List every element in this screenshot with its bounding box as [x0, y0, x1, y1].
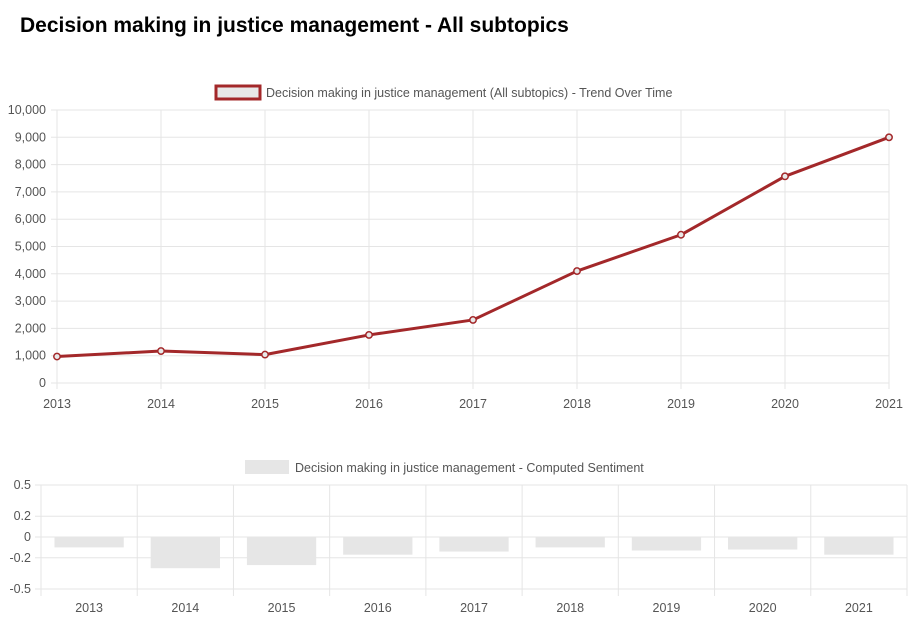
sentiment-bar[interactable] [535, 537, 605, 548]
sentiment-y-tick-label: 0 [24, 530, 31, 544]
trend-x-tick-label: 2015 [251, 397, 279, 411]
trend-data-point[interactable] [885, 133, 893, 142]
sentiment-x-tick-label: 2021 [845, 601, 873, 615]
sentiment-y-tick-label: 0.5 [14, 478, 31, 492]
trend-x-tick-label: 2013 [43, 397, 71, 411]
trend-x-tick-label: 2014 [147, 397, 175, 411]
trend-x-tick-label: 2017 [459, 397, 487, 411]
sentiment-x-tick-label: 2016 [364, 601, 392, 615]
sentiment-bar[interactable] [824, 537, 894, 555]
trend-y-tick-label: 0 [39, 376, 46, 390]
trend-data-point[interactable] [157, 347, 165, 356]
trend-data-point[interactable] [365, 331, 373, 339]
sentiment-bar[interactable] [439, 537, 509, 552]
sentiment-y-axis: 0.5 0.2 0 -0.2 -0.5 [9, 478, 31, 596]
trend-chart: Decision making in justice management (A… [8, 84, 903, 411]
trend-y-tick-label: 6,000 [15, 212, 46, 226]
trend-y-tick-label: 8,000 [15, 158, 46, 172]
trend-data-point[interactable] [573, 267, 581, 276]
trend-y-tick-label: 5,000 [15, 240, 46, 254]
sentiment-x-tick-label: 2015 [268, 601, 296, 615]
trend-y-axis: 0 1,000 2,000 3,000 4,000 5,000 6,000 7,000 8,00… [8, 103, 46, 390]
trend-data-point[interactable] [677, 230, 685, 239]
sentiment-y-tick-label: 0.2 [14, 509, 31, 523]
trend-data-point[interactable] [781, 172, 789, 181]
sentiment-bar[interactable] [728, 537, 798, 550]
trend-x-tick-label: 2016 [355, 397, 383, 411]
trend-y-tick-label: 1,000 [15, 349, 46, 363]
sentiment-x-axis: 2013 2014 2015 2016 2017 2018 2019 2020 2021 [75, 601, 873, 615]
sentiment-x-tick-label: 2018 [556, 601, 584, 615]
trend-x-tick-label: 2018 [563, 397, 591, 411]
trend-x-tick-label: 2020 [771, 397, 799, 411]
trend-x-tick-label: 2019 [667, 397, 695, 411]
sentiment-legend-swatch[interactable] [245, 460, 289, 474]
trend-y-tick-label: 9,000 [15, 130, 46, 144]
sentiment-bar[interactable] [54, 537, 124, 548]
sentiment-x-tick-label: 2017 [460, 601, 488, 615]
trend-x-tick-label: 2021 [875, 397, 903, 411]
sentiment-bar[interactable] [631, 537, 702, 551]
sentiment-x-tick-label: 2014 [171, 601, 199, 615]
trend-x-axis: 2013 2014 2015 2016 2017 2018 2019 2020 2021 [43, 397, 903, 411]
sentiment-x-tick-label: 2020 [749, 601, 777, 615]
trend-y-tick-label: 10,000 [8, 103, 46, 117]
trend-legend-swatch[interactable] [214, 84, 262, 101]
page-title: Decision making in justice management - … [20, 14, 569, 37]
sentiment-y-tick-label: -0.2 [9, 551, 31, 565]
trend-legend-label: Decision making in justice management (A… [266, 86, 672, 100]
trend-y-tick-label: 3,000 [15, 294, 46, 308]
trend-data-point[interactable] [469, 315, 477, 324]
sentiment-x-tick-label: 2019 [653, 601, 681, 615]
sentiment-legend-label: Decision making in justice management - … [295, 461, 644, 475]
sentiment-chart: Decision making in justice management - … [9, 460, 908, 615]
trend-y-tick-label: 4,000 [15, 267, 46, 281]
trend-y-tick-label: 7,000 [15, 185, 46, 199]
sentiment-bar[interactable] [246, 537, 317, 566]
sentiment-bars [54, 537, 894, 569]
trend-y-tick-label: 2,000 [15, 321, 46, 335]
sentiment-bar[interactable] [343, 537, 413, 555]
sentiment-bar[interactable] [150, 537, 220, 569]
trend-data-point[interactable] [53, 352, 61, 361]
trend-points [53, 133, 893, 361]
sentiment-x-tick-label: 2013 [75, 601, 103, 615]
sentiment-y-tick-label: -0.5 [9, 582, 31, 596]
trend-grid [51, 109, 890, 389]
trend-data-point[interactable] [261, 350, 269, 359]
